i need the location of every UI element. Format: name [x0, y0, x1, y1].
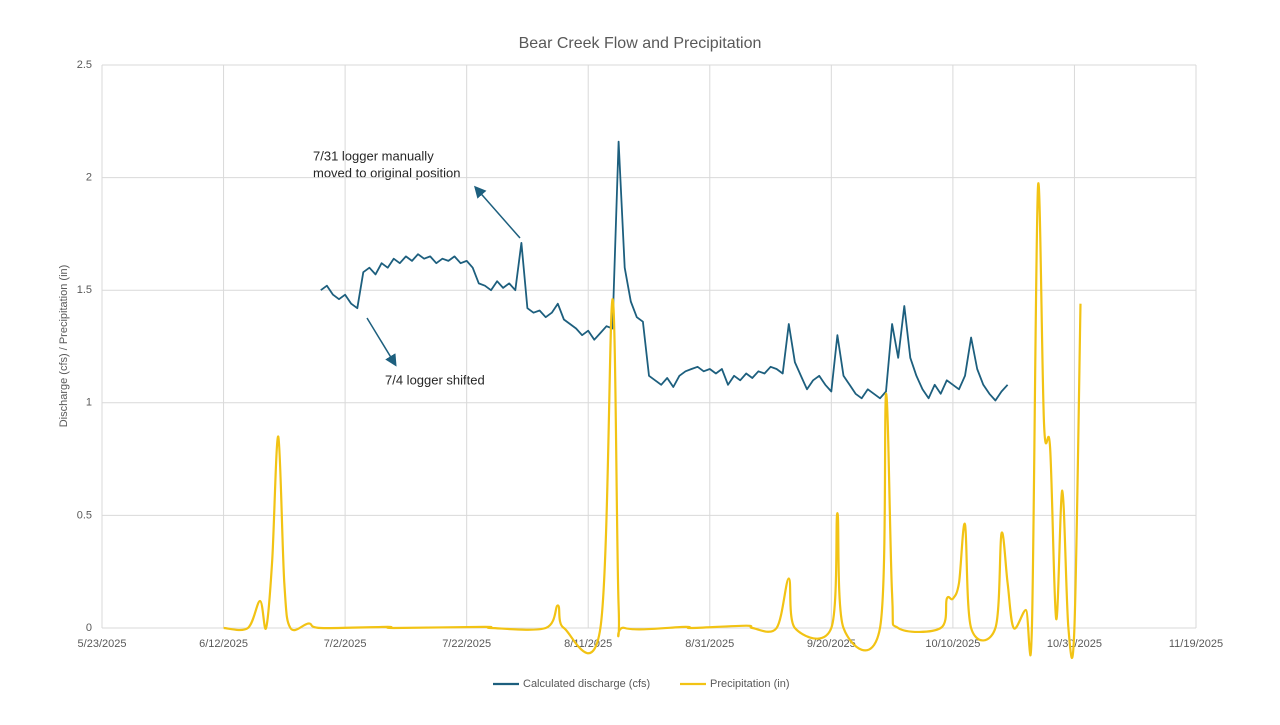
x-tick-label: 8/11/2025	[564, 638, 612, 650]
legend-label: Precipitation (in)	[710, 678, 789, 690]
y-tick-label: 2.5	[77, 59, 92, 71]
x-tick-label: 9/20/2025	[807, 638, 856, 650]
y-tick-label: 1	[86, 397, 92, 409]
data-line	[223, 182, 1082, 659]
x-tick-label: 7/22/2025	[442, 638, 491, 650]
grid: 0 0.5 1 1.5 2 2.5 5/23/2025 6/12/2025 7/2/2025 7/…	[77, 59, 1223, 650]
x-tick-label: 11/19/2025	[1169, 638, 1223, 650]
annotation: moved to original position	[313, 165, 460, 180]
legend: Calculated discharge (cfs) Precipitation …	[493, 678, 789, 690]
x-tick-label: 5/23/2025	[78, 638, 127, 650]
annotation: 7/31 logger manually	[313, 148, 434, 163]
annotation-arrow	[474, 185, 521, 239]
annotation: 7/4 logger shifted	[385, 372, 485, 387]
legend-label: Calculated discharge (cfs)	[523, 678, 650, 690]
y-axis-label: Discharge (cfs) / Precipitation (in)	[58, 265, 70, 428]
annotation-arrow	[366, 317, 397, 367]
y-tick-label: 2	[86, 172, 92, 184]
data-line	[320, 140, 1009, 402]
x-tick-label: 10/10/2025	[925, 638, 980, 650]
x-tick-label: 8/31/2025	[685, 638, 734, 650]
x-tick-label: 6/12/2025	[199, 638, 248, 650]
y-tick-label: 0.5	[77, 509, 92, 521]
chart-title: Bear Creek Flow and Precipitation	[519, 35, 762, 52]
x-tick-label: 7/2/2025	[324, 638, 367, 650]
y-tick-label: 1.5	[77, 284, 92, 296]
y-tick-label: 0	[86, 622, 92, 634]
plot-area	[223, 140, 1082, 659]
